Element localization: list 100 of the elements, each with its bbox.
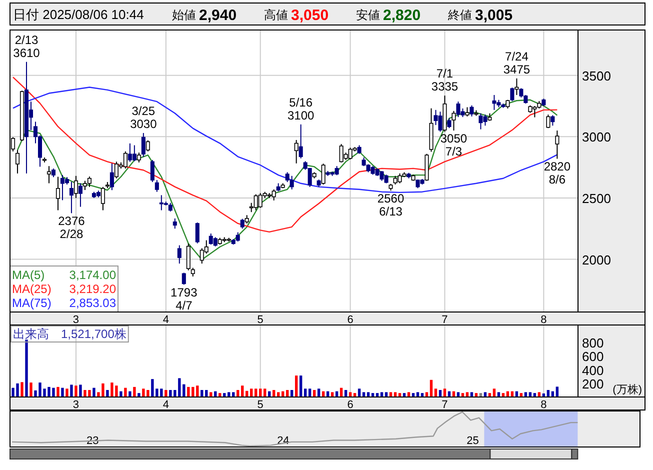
bar bbox=[56, 386, 60, 397]
candlestick bbox=[298, 124, 303, 159]
annotation: 3050 7/3 bbox=[440, 132, 468, 159]
bar bbox=[164, 390, 168, 397]
x-tick-label: 25 bbox=[466, 435, 479, 447]
candlestick bbox=[69, 181, 74, 214]
y-tick-label: 800 bbox=[582, 336, 604, 351]
bar bbox=[20, 382, 24, 397]
candlestick bbox=[272, 188, 276, 201]
candlestick bbox=[452, 110, 456, 132]
x-tick-label: 5 bbox=[257, 314, 264, 326]
candlestick bbox=[236, 232, 240, 242]
bar bbox=[124, 388, 127, 397]
candlestick bbox=[146, 140, 150, 152]
annotation: 2820 8/6 bbox=[544, 160, 571, 187]
bar bbox=[74, 386, 78, 397]
bar bbox=[66, 388, 68, 397]
candlestick bbox=[321, 163, 326, 185]
candlestick bbox=[123, 150, 128, 170]
annotation: 出来高 1,521,700株 bbox=[13, 327, 126, 341]
candlestick bbox=[110, 162, 114, 191]
x-tick-label: 4 bbox=[162, 314, 169, 326]
x-tick-label: 8 bbox=[540, 399, 547, 411]
bar bbox=[556, 386, 559, 397]
bar bbox=[120, 391, 122, 397]
candlestick bbox=[15, 150, 20, 174]
x-tick-label: 6 bbox=[347, 399, 354, 411]
candlestick bbox=[87, 176, 92, 188]
bar bbox=[133, 386, 136, 397]
y-axis-title: (万株) bbox=[612, 383, 642, 396]
candlestick bbox=[177, 244, 182, 264]
candlestick bbox=[514, 78, 519, 96]
text: MA(5) 3,174.00 bbox=[12, 268, 116, 282]
annotation: 2/13 3610 bbox=[13, 32, 40, 60]
text: MA(75) 2,853.03 bbox=[12, 296, 116, 310]
candlestick bbox=[141, 132, 146, 158]
bar bbox=[92, 388, 96, 397]
bar bbox=[294, 376, 298, 397]
y-tick-label: 2000 bbox=[582, 252, 611, 268]
y-tick-label: 3000 bbox=[582, 130, 611, 145]
candlestick bbox=[213, 236, 218, 247]
annotation: 1793 4/7 bbox=[170, 286, 198, 313]
candlestick bbox=[470, 104, 474, 117]
bar bbox=[30, 382, 32, 397]
x-tick-label: 7 bbox=[442, 314, 448, 326]
candlestick bbox=[132, 144, 136, 162]
annotation: 2560 6/13 bbox=[377, 192, 404, 219]
candlestick bbox=[294, 139, 298, 164]
bar bbox=[25, 340, 28, 397]
candlestick bbox=[186, 243, 190, 271]
candlestick bbox=[492, 94, 496, 110]
bar bbox=[106, 390, 109, 397]
candlestick bbox=[195, 222, 200, 244]
candlestick bbox=[550, 114, 555, 126]
candlestick bbox=[447, 118, 452, 129]
x-tick-label: 3 bbox=[72, 399, 80, 411]
text: 安値 2,820 bbox=[356, 7, 421, 24]
candlestick bbox=[100, 186, 105, 211]
x-tick-label: 7 bbox=[442, 399, 448, 411]
text: 始値 2,940 bbox=[172, 7, 237, 24]
candlestick bbox=[172, 218, 177, 230]
bar bbox=[70, 384, 73, 397]
y-tick-label: 600 bbox=[582, 349, 604, 364]
annotation: 7/24 3475 bbox=[503, 49, 530, 76]
x-tick-label: 8 bbox=[540, 314, 547, 326]
chart-title: 日付 2025/08/06 10:44 bbox=[13, 7, 144, 22]
candlestick bbox=[510, 87, 514, 102]
bar bbox=[61, 388, 64, 397]
annotation: 3/25 3030 bbox=[130, 104, 158, 131]
candlestick bbox=[290, 175, 294, 190]
bar bbox=[79, 384, 82, 397]
candlestick bbox=[46, 166, 52, 184]
candlestick bbox=[465, 106, 470, 117]
annotation: 2376 2/28 bbox=[58, 214, 86, 242]
candlestick bbox=[240, 218, 244, 230]
candlestick bbox=[78, 182, 82, 208]
x-tick-label: 4 bbox=[162, 399, 169, 411]
x-tick-label: 3 bbox=[72, 314, 80, 326]
bar bbox=[299, 376, 302, 397]
y-tick-label: 200 bbox=[582, 376, 604, 392]
candlestick bbox=[334, 166, 339, 176]
annotation: 5/16 3100 bbox=[287, 95, 315, 122]
candlestick bbox=[154, 180, 159, 192]
x-tick-label: 6 bbox=[347, 314, 354, 326]
text: 終値 3,005 bbox=[447, 7, 513, 24]
bar bbox=[138, 393, 140, 397]
y-tick-label: 3500 bbox=[582, 68, 611, 84]
candlestick bbox=[546, 114, 550, 129]
text: 高値 3,050 bbox=[264, 7, 329, 24]
candlestick bbox=[478, 112, 483, 130]
candlestick bbox=[150, 159, 154, 183]
y-tick-label: 400 bbox=[582, 362, 604, 378]
candlestick bbox=[74, 175, 78, 198]
bar bbox=[128, 391, 132, 397]
text: MA(25) 3,219.20 bbox=[12, 282, 116, 296]
y-tick-label: 2500 bbox=[582, 190, 611, 206]
annotation: 7/1 3335 bbox=[431, 66, 458, 94]
candlestick bbox=[136, 152, 141, 163]
candlestick bbox=[56, 176, 60, 211]
candlestick bbox=[555, 130, 560, 160]
